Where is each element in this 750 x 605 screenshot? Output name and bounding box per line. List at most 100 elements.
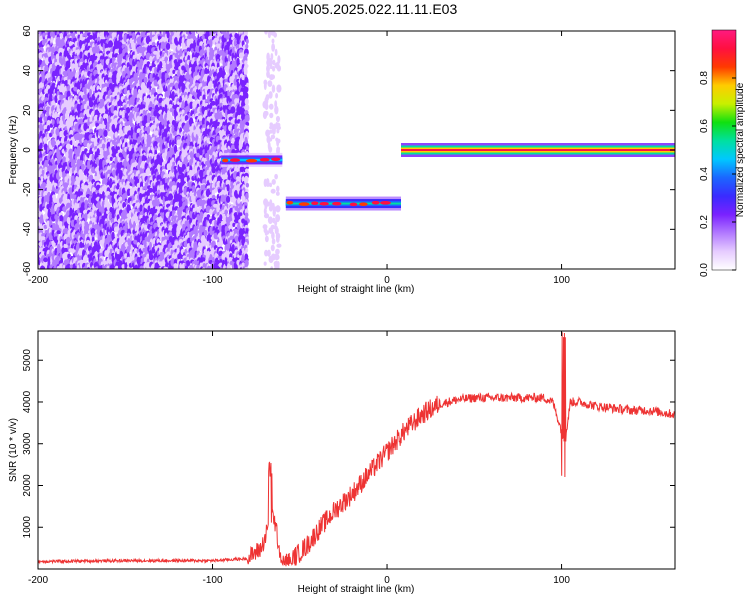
heatmap-cell <box>83 265 88 269</box>
heatmap-cell <box>63 76 69 82</box>
heatmap-cell <box>75 152 81 158</box>
heatmap-cell <box>127 191 131 196</box>
heatmap-cell <box>146 125 151 135</box>
heatmap-cell <box>97 130 104 137</box>
heatmap-cell <box>51 100 57 107</box>
heatmap-cell <box>91 217 97 223</box>
heatmap-cell <box>76 264 80 269</box>
heatmap-cell <box>211 100 216 106</box>
heatmap-cell <box>200 266 204 269</box>
heatmap-cell <box>73 86 79 92</box>
heatmap-cell <box>70 50 74 56</box>
heatmap-cell <box>69 31 74 34</box>
heatmap-cell <box>59 263 64 269</box>
heatmap-cell <box>186 260 191 267</box>
heatmap-cell <box>63 49 68 58</box>
heatmap-cell <box>102 228 106 236</box>
heatmap-cell <box>59 173 63 178</box>
heatmap-cell <box>189 104 193 109</box>
heatmap-cell <box>173 265 179 269</box>
heatmap-cell <box>76 209 81 214</box>
heatmap-cell <box>146 169 151 176</box>
heatmap-cell <box>206 137 211 144</box>
heatmap-cell <box>53 122 59 129</box>
heatmap-cell <box>64 70 68 78</box>
heatmap-cell <box>91 153 95 162</box>
heatmap-cell <box>43 224 48 229</box>
heatmap-cell <box>83 103 88 110</box>
heatmap-cell <box>148 187 154 193</box>
heatmap-cell <box>104 117 108 126</box>
heatmap-cell <box>64 80 68 85</box>
heatmap-cell <box>63 247 69 253</box>
heatmap-cell <box>76 149 81 154</box>
heatmap-cell <box>82 62 86 69</box>
heatmap-cell <box>91 122 95 127</box>
heatmap-cell <box>41 88 46 95</box>
heatmap-cell <box>64 85 68 92</box>
heatmap-cell <box>126 107 131 114</box>
heatmap-cell <box>65 60 71 69</box>
heatmap-cell <box>46 264 50 269</box>
heatmap-cell <box>44 38 49 44</box>
heatmap-cell <box>56 265 60 269</box>
heatmap-cell <box>84 212 88 222</box>
heatmap-cell <box>59 44 63 49</box>
heatmap-cell <box>209 82 213 89</box>
heatmap-cell <box>41 78 45 84</box>
spectrogram-heatmap <box>38 31 675 269</box>
heatmap-cell <box>38 52 44 60</box>
heatmap-cell <box>54 45 58 53</box>
heatmap-cell <box>201 257 206 262</box>
figure-title: GN05.2025.022.11.11.E03 <box>293 1 458 17</box>
heatmap-cell <box>84 256 88 263</box>
heatmap-cell <box>49 132 53 138</box>
heatmap-cell <box>141 104 146 109</box>
heatmap-cell <box>181 264 185 269</box>
heatmap-cell <box>41 182 47 188</box>
heatmap-cell <box>44 146 48 151</box>
heatmap-cell <box>43 136 48 146</box>
heatmap-cell <box>84 31 88 38</box>
heatmap-cell <box>78 175 84 181</box>
heatmap-cell <box>84 202 88 211</box>
heatmap-cell <box>98 63 103 71</box>
heatmap-cell <box>73 148 78 155</box>
heatmap-cell <box>52 31 56 39</box>
heatmap-cell <box>163 266 168 269</box>
heatmap-cell <box>203 229 208 237</box>
heatmap-cell <box>89 88 92 97</box>
heatmap-cell <box>40 176 45 181</box>
heatmap-cell <box>43 257 49 263</box>
heatmap-cell <box>84 71 88 78</box>
heatmap-cell <box>74 63 79 71</box>
heatmap-cell <box>39 204 43 213</box>
heatmap-cell <box>165 42 171 50</box>
heatmap-cell <box>51 119 55 126</box>
heatmap-cell <box>144 224 148 231</box>
heatmap-cell <box>103 129 108 137</box>
heatmap-cell <box>67 79 72 86</box>
heatmap-cell <box>153 35 158 40</box>
heatmap-cell <box>88 203 94 208</box>
heatmap-cell <box>51 46 56 54</box>
heatmap-cell <box>73 142 78 148</box>
heatmap-cell <box>58 221 63 229</box>
heatmap-cell <box>98 187 103 194</box>
heatmap-cell <box>63 193 68 200</box>
heatmap-cell <box>78 251 83 256</box>
heatmap-cell <box>66 216 71 225</box>
heatmap-cell <box>86 142 90 150</box>
heatmap-cell <box>87 267 90 269</box>
heatmap-cell <box>74 265 78 269</box>
heatmap-cell <box>54 97 58 104</box>
heatmap-cell <box>49 76 54 82</box>
heatmap-cell <box>46 125 51 132</box>
heatmap-cell <box>88 100 94 108</box>
heatmap-cell <box>209 38 213 48</box>
heatmap-cell <box>56 117 60 125</box>
heatmap-cell <box>124 194 128 199</box>
